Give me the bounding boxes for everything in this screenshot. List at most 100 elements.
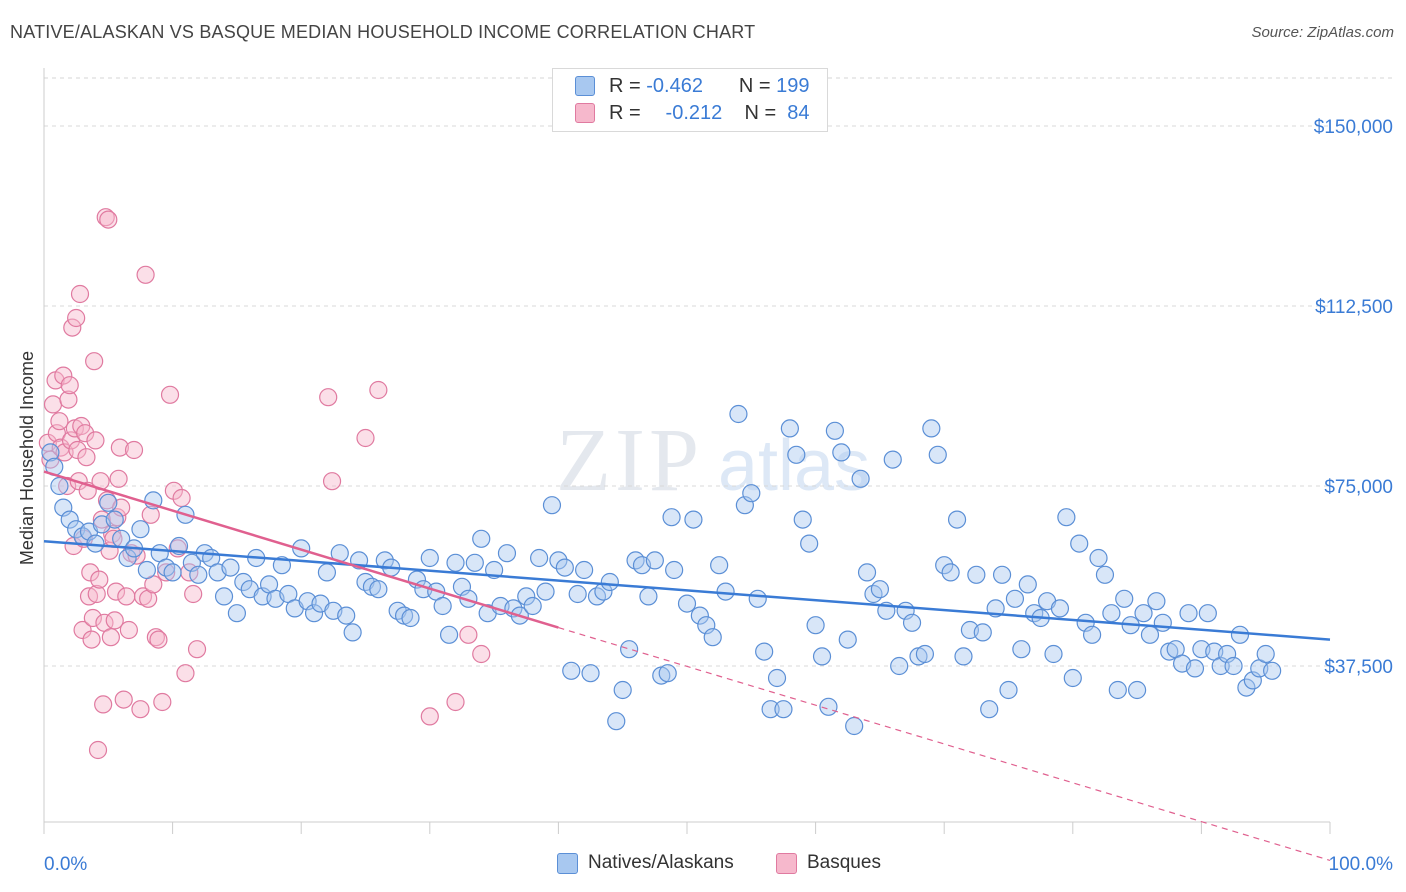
native-point <box>439 625 459 644</box>
legend-item-basques[interactable]: Basques <box>776 852 881 874</box>
basque-point <box>176 664 195 683</box>
native-point <box>1095 565 1115 584</box>
basque-point <box>90 570 109 589</box>
native-point <box>401 608 420 628</box>
legend-swatch-natives <box>575 76 595 96</box>
native-point <box>954 647 973 666</box>
legend-row-basques: R = -0.212 N = 84 <box>575 101 810 125</box>
native-point <box>832 443 851 462</box>
native-point <box>523 596 542 616</box>
basque-point <box>82 630 101 649</box>
y-tick-label: $112,500 <box>1315 297 1393 318</box>
native-point <box>60 510 79 529</box>
native-point <box>845 716 864 736</box>
legend-n-label: N = <box>744 101 777 124</box>
native-point <box>1115 589 1134 608</box>
basque-point <box>86 431 105 450</box>
basque-point <box>124 440 144 460</box>
native-point <box>1082 625 1102 644</box>
native-point <box>787 445 806 464</box>
basque-point <box>172 488 191 508</box>
native-point <box>935 556 954 575</box>
native-point <box>838 630 857 649</box>
native-point <box>555 558 574 577</box>
basque-point <box>92 510 111 529</box>
native-point <box>189 565 208 584</box>
native-point <box>729 404 748 424</box>
native-point <box>980 700 999 719</box>
native-point <box>800 534 819 553</box>
native-point <box>1140 625 1160 644</box>
native-point <box>50 476 69 496</box>
trend-line-basques <box>43 470 559 629</box>
native-point <box>684 510 703 529</box>
native-point <box>1224 656 1243 676</box>
native-point <box>662 508 681 527</box>
native-point <box>922 419 941 438</box>
native-point <box>967 565 986 584</box>
chart-title: NATIVE/ALASKAN VS BASQUE MEDIAN HOUSEHOL… <box>10 22 756 42</box>
native-point <box>446 553 465 572</box>
native-point <box>234 572 253 592</box>
native-point <box>812 647 832 666</box>
basque-point <box>59 390 78 409</box>
y-tick-label: $150,000 <box>1314 117 1393 138</box>
basque-point <box>157 563 176 582</box>
basque-point <box>99 210 118 229</box>
legend-n-value: 199 <box>776 74 810 97</box>
basque-point <box>139 589 158 608</box>
native-point <box>137 560 156 580</box>
basque-point <box>87 584 106 604</box>
native-point <box>1198 604 1217 623</box>
native-point <box>1179 604 1198 623</box>
native-point <box>742 484 761 503</box>
legend-r-label: R = <box>609 74 641 97</box>
basque-point <box>70 284 90 304</box>
native-point <box>1005 589 1025 608</box>
basque-point <box>88 740 108 760</box>
native-point <box>851 469 870 488</box>
native-point <box>1147 592 1166 611</box>
basque-point <box>117 587 136 606</box>
native-point <box>1057 508 1076 527</box>
native-point <box>870 580 890 599</box>
basque-point <box>83 608 102 628</box>
native-point <box>1127 680 1147 700</box>
native-point <box>581 664 600 683</box>
series-legend: Natives/Alaskans Basques <box>0 852 1406 876</box>
basque-point <box>160 385 180 404</box>
legend-r-value: -0.462 <box>646 74 703 97</box>
native-point <box>825 421 844 440</box>
native-point <box>41 443 60 462</box>
native-point <box>227 604 246 623</box>
basque-point <box>136 265 155 284</box>
basque-point <box>43 395 63 414</box>
trend-lines <box>43 470 1331 861</box>
native-point <box>928 445 947 464</box>
native-point <box>1256 644 1275 664</box>
native-point <box>517 587 536 606</box>
basque-point <box>60 376 79 395</box>
native-point <box>600 572 619 592</box>
basque-point <box>96 208 115 227</box>
basque-point <box>63 318 82 337</box>
native-point <box>607 712 626 731</box>
basque-point <box>149 630 168 649</box>
legend-item-natives[interactable]: Natives/Alaskans <box>557 852 734 874</box>
legend-row-natives: R = -0.462 N = 199 <box>575 74 810 98</box>
legend-swatch-basques <box>575 103 595 123</box>
correlation-legend: R = -0.462 N = 199 R = -0.212 N = 84 <box>552 68 828 132</box>
native-point <box>793 510 812 529</box>
basque-point <box>77 448 96 467</box>
basque-point <box>67 308 86 328</box>
native-point <box>530 548 549 568</box>
native-point <box>472 529 491 548</box>
native-point <box>710 556 729 575</box>
native-point <box>806 616 825 635</box>
native-point <box>941 563 960 582</box>
native-point <box>755 642 774 661</box>
native-point <box>690 606 709 625</box>
basque-point <box>106 582 126 601</box>
native-point <box>1263 661 1282 680</box>
